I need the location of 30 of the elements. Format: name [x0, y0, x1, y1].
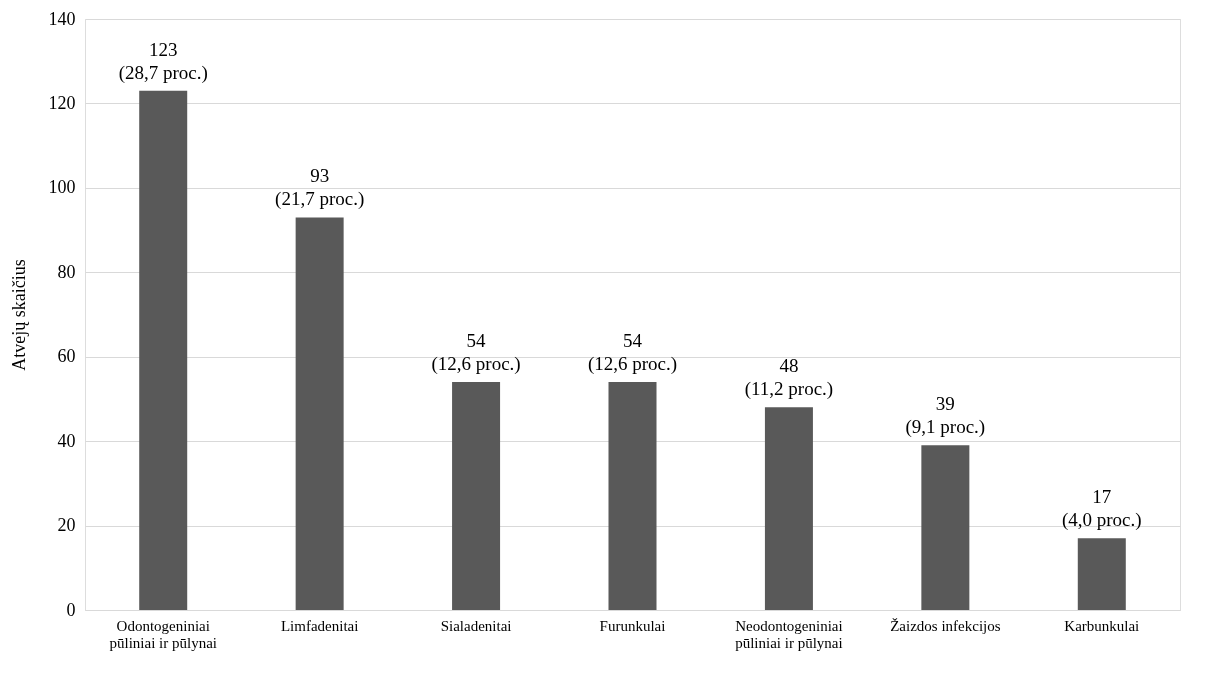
y-tick-label: 40 [57, 430, 76, 451]
y-tick-label: 120 [48, 92, 76, 113]
y-tick-label: 20 [57, 515, 76, 536]
x-tick-label: Žaizdos infekcijos [890, 617, 1001, 634]
y-tick-label: 80 [57, 261, 76, 282]
bar [764, 407, 813, 610]
y-axis-title: Atvejų skaičius [8, 259, 29, 371]
x-tick-label: Sialadenitai [440, 617, 512, 634]
y-tick-label: 0 [66, 599, 76, 620]
bar [608, 382, 657, 610]
data-label: 48 (11,2 proc.) [744, 355, 834, 401]
data-label: 17 (4,0 proc.) [1061, 486, 1142, 532]
bar [1077, 538, 1126, 610]
x-tick-label: Neodontogeniniai pūliniai ir pūlynai [735, 617, 843, 651]
x-tick-label: Odontogeniniai pūliniai ir pūlynai [109, 617, 217, 651]
bar [921, 445, 970, 610]
y-tick-label: 60 [57, 346, 76, 367]
x-tick-label: Karbunkulai [1064, 617, 1140, 634]
bar [452, 382, 501, 610]
y-tick-label: 140 [48, 8, 76, 29]
data-label: 54 (12,6 proc.) [431, 330, 521, 376]
data-label: 39 (9,1 proc.) [905, 393, 986, 439]
y-tick-label: 100 [48, 177, 76, 198]
bar [295, 217, 344, 610]
data-label: 54 (12,6 proc.) [587, 330, 678, 376]
x-tick-label: Limfadenitai [280, 617, 359, 634]
x-tick-label: Furunkulai [599, 617, 666, 634]
data-label: 93 (21,7 proc.) [275, 165, 365, 211]
data-label: 123 (28,7 proc.) [118, 38, 208, 84]
bar [139, 90, 188, 610]
